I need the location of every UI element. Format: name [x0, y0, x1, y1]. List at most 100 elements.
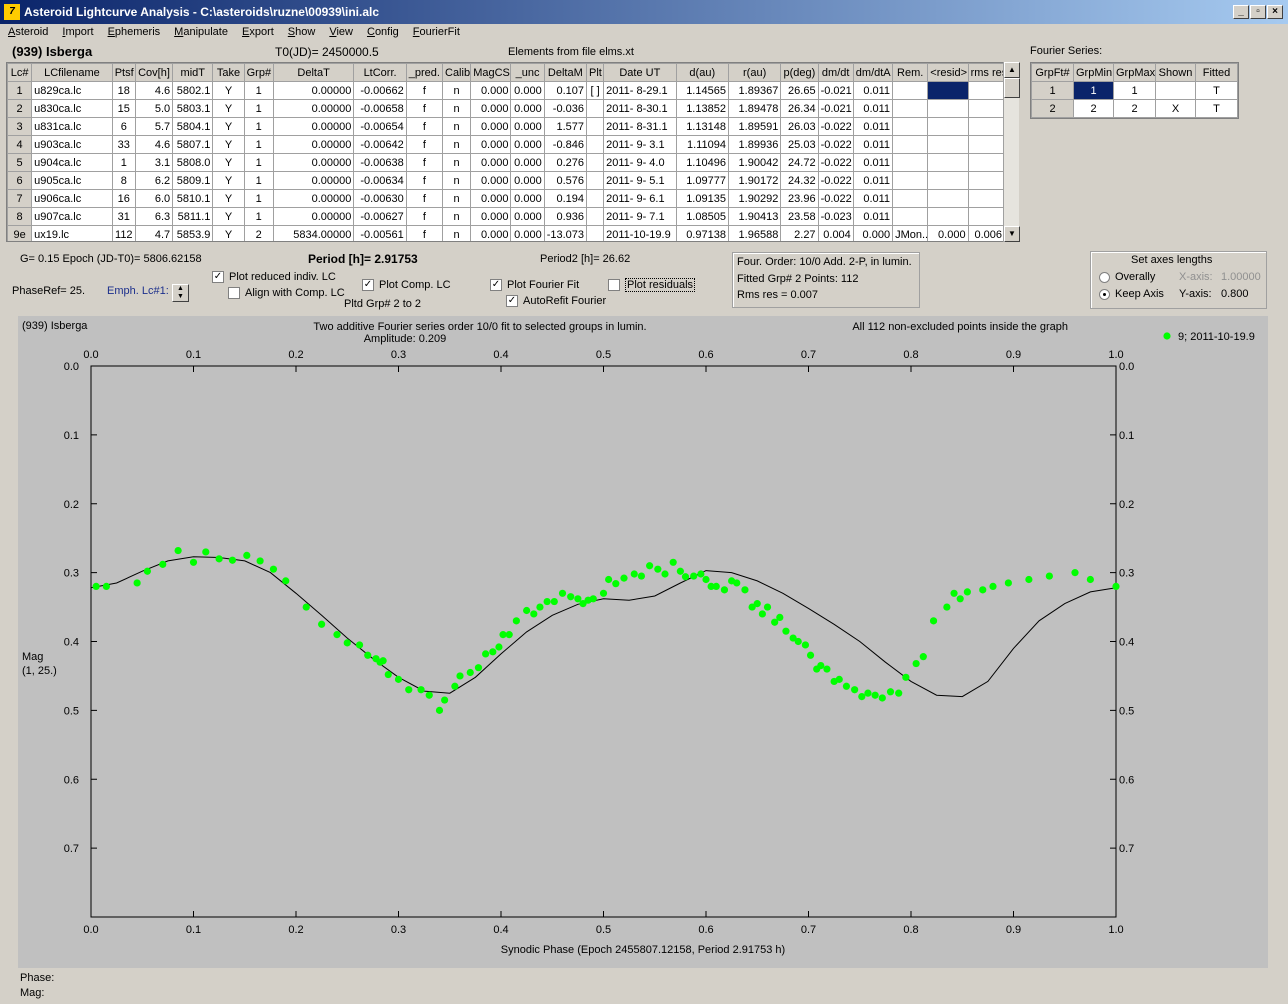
scroll-thumb[interactable] [1004, 78, 1020, 98]
data-point [620, 574, 628, 582]
overally-label: Overally [1115, 271, 1156, 283]
overally-radio[interactable]: Overally [1099, 271, 1155, 283]
y-axis-field[interactable]: 0.800 [1221, 288, 1249, 300]
keep-axis-radio[interactable]: Keep Axis [1099, 288, 1164, 300]
data-point [929, 617, 938, 625]
menu-manipulate[interactable]: Manipulate [174, 26, 228, 38]
lc-table-scrollbar[interactable]: ▲ ▼ [1003, 62, 1020, 242]
data-point [343, 639, 351, 647]
autorefit-checkbox[interactable]: ✓ AutoRefit Fourier [506, 295, 607, 308]
table-cell: 1.09135 [675, 189, 729, 208]
column-header: Ptsf [111, 63, 136, 82]
table-row[interactable]: 3 u831ca.lc 6 5.7 5804.1 Y 1 0.00000 -0.00654 f n 0… [7, 117, 1003, 136]
menu-import[interactable]: Import [62, 26, 94, 38]
table-cell: 0.00000 [272, 189, 355, 208]
table-row[interactable]: 6 u905ca.lc 8 6.2 5809.1 Y 1 0.00000 -0.00634 f n 0… [7, 171, 1003, 190]
table-cell: f [405, 99, 444, 118]
table-cell: 0.000 [852, 225, 894, 241]
menu-show[interactable]: Show [287, 26, 316, 38]
data-point [676, 567, 684, 575]
autorefit-label: AutoRefit Fourier [523, 295, 607, 307]
table-row[interactable]: 8 u907ca.lc 31 6.3 5811.1 Y 1 0.00000 -0.00627 f n… [7, 207, 1003, 226]
table-cell [892, 171, 929, 190]
table-cell: -0.00642 [353, 135, 407, 154]
menu-export[interactable]: Export [241, 26, 274, 38]
y-tick-label-left: 0.4 [64, 637, 79, 649]
lightcurve-chart[interactable]: 0.0 0.0 0.1 0.1 0.2 0.2 0.3 0.3 0.4 0.4 0.5 0.5 0.6 0… [18, 316, 1268, 968]
table-row[interactable]: 4 u903ca.lc 33 4.6 5807.1 Y 1 0.00000 -0.00642 f n… [7, 135, 1003, 154]
plot-panel[interactable]: 0.0 0.0 0.1 0.1 0.2 0.2 0.3 0.3 0.4 0.4 0.5 0.5 0.6 0… [18, 316, 1268, 968]
align-comp-label: Align with Comp. LC [245, 287, 345, 299]
check-icon: ✓ [506, 295, 518, 308]
data-point [174, 546, 182, 555]
menu-view[interactable]: View [329, 26, 353, 38]
minimize-button[interactable]: _ [1233, 5, 1249, 19]
table-row[interactable]: 9e ux19.lc 112 4.7 5853.9 Y 2 5834.00000 -0.0056… [7, 225, 1003, 241]
data-point [489, 648, 497, 656]
menu-fourierfit[interactable]: FourierFit [412, 26, 460, 38]
data-point [630, 570, 638, 578]
table-cell: 0.011 [852, 117, 894, 136]
menu-asteroid[interactable]: Asteroid [8, 26, 49, 38]
align-comp-checkbox[interactable]: Align with Comp. LC [228, 287, 345, 300]
menu-ephemeris[interactable]: Ephemeris [107, 26, 161, 38]
elements-label: Elements from file elms.xt [508, 46, 634, 58]
table-row[interactable]: 5 u904ca.lc 1 3.1 5808.0 Y 1 0.00000 -0.00638 f n 0… [7, 153, 1003, 172]
table-cell: -0.023 [817, 207, 854, 226]
table-cell: 5834.00000 [272, 225, 355, 241]
table-row[interactable]: 2 u830ca.lc 15 5.0 5803.1 Y 1 0.00000 -0.00658 f n… [7, 99, 1003, 118]
table-cell [585, 171, 605, 190]
data-point [133, 579, 141, 587]
y-tick-label-right: 0.0 [1119, 361, 1134, 373]
data-point [919, 653, 927, 661]
plot-residuals-checkbox[interactable]: Plot residuals [608, 278, 696, 292]
scroll-down-icon[interactable]: ▼ [1004, 226, 1020, 242]
column-header: Take [212, 63, 245, 82]
table-cell: 0.011 [852, 81, 894, 100]
period-label: Period [h]= 2.91753 [308, 252, 418, 266]
phase-readout: Phase: [20, 972, 55, 984]
table-cell [927, 189, 969, 208]
data-point [589, 595, 597, 603]
data-point [1025, 575, 1033, 584]
table-cell: 0.004 [817, 225, 854, 241]
plot-comp-checkbox[interactable]: ✓ Plot Comp. LC [362, 279, 451, 292]
table-row[interactable]: 1 u829ca.lc 18 4.6 5802.1 Y 1 0.00000 -0.00662 f n… [7, 81, 1003, 100]
table-cell: Y [212, 117, 245, 136]
x-tick-label-top: 0.5 [596, 349, 611, 361]
close-button[interactable]: × [1267, 5, 1283, 19]
table-cell: 4 [7, 135, 33, 154]
column-header: GrpMin [1073, 63, 1114, 82]
table-cell: 5811.1 [172, 207, 214, 226]
table-cell: 1.13852 [675, 99, 729, 118]
table-cell: 0.576 [543, 171, 587, 190]
restore-button[interactable]: ▫ [1250, 5, 1266, 19]
table-cell: n [441, 99, 472, 118]
plot-reduced-checkbox[interactable]: ✓ Plot reduced indiv. LC [212, 271, 336, 284]
table-row[interactable]: 7 u906ca.lc 16 6.0 5810.1 Y 1 0.00000 -0.00630 f n… [7, 189, 1003, 208]
table-cell: Y [212, 171, 245, 190]
data-point [858, 693, 866, 701]
column-header: MagCS [470, 63, 512, 82]
column-header: GrpMax [1113, 63, 1156, 82]
data-point [753, 600, 761, 608]
menu-config[interactable]: Config [366, 26, 399, 38]
table-cell: 2011- 8-31.1 [603, 117, 677, 136]
plotted-grp-label: Pltd Grp# 2 to 2 [344, 298, 422, 310]
scroll-up-icon[interactable]: ▲ [1004, 62, 1020, 78]
plot-fourier-checkbox[interactable]: ✓ Plot Fourier Fit [490, 279, 579, 292]
data-point [612, 580, 620, 588]
table-cell: f [405, 225, 444, 241]
table-cell: 1.89591 [727, 117, 782, 136]
table-cell: 1 [1113, 81, 1156, 100]
column-header: DeltaT [272, 63, 355, 82]
table-cell: 2011-10-19.9 [603, 225, 677, 241]
table-cell: 0.000 [927, 225, 969, 241]
x-axis-field[interactable]: 1.00000 [1221, 271, 1261, 283]
table-cell [967, 135, 1003, 154]
table-cell: 5808.0 [172, 153, 214, 172]
emph-lc-spinner[interactable]: ▲ ▼ [172, 284, 189, 302]
data-point [733, 579, 741, 587]
